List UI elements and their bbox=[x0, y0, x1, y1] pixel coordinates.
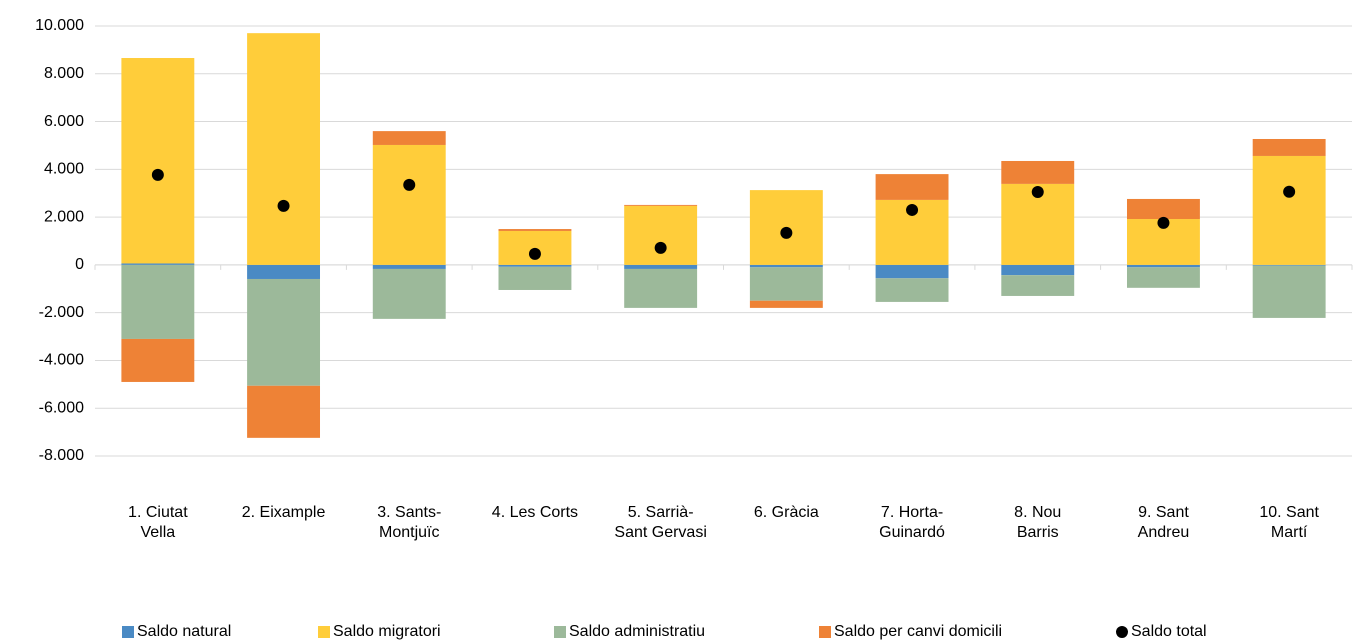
y-tick-label: 10.000 bbox=[35, 17, 84, 34]
bar-segment bbox=[121, 338, 195, 382]
y-tick-label: 6.000 bbox=[44, 113, 84, 130]
bar-segment bbox=[624, 204, 698, 206]
bar-segment bbox=[749, 264, 823, 268]
bar-segment bbox=[372, 268, 446, 319]
bar-segment bbox=[749, 300, 823, 308]
bar-segment bbox=[372, 144, 446, 265]
bar-segment bbox=[372, 264, 446, 269]
total-point bbox=[906, 203, 919, 216]
legend-marker bbox=[554, 626, 566, 638]
y-tick-label: 8.000 bbox=[44, 65, 84, 82]
legend-marker bbox=[819, 626, 831, 638]
x-tick-label: 4. Les Corts bbox=[491, 504, 579, 521]
y-tick-label: 0 bbox=[75, 256, 84, 273]
bar-segment bbox=[875, 174, 949, 200]
y-tick-label: 2.000 bbox=[44, 208, 84, 225]
bar-segment bbox=[1126, 198, 1200, 220]
total-point bbox=[1283, 185, 1296, 198]
bar-segment bbox=[875, 264, 949, 279]
bar-segment bbox=[498, 264, 572, 267]
total-point bbox=[403, 178, 416, 191]
bar-segment bbox=[1001, 160, 1075, 184]
legend-label: Saldo total bbox=[1131, 623, 1207, 640]
bar-segment bbox=[1001, 275, 1075, 296]
y-tick-label: -8.000 bbox=[39, 447, 84, 464]
x-tick-label: 1. Ciutat Vella bbox=[128, 504, 188, 541]
bar-segment bbox=[372, 131, 446, 145]
bar-segment bbox=[875, 278, 949, 302]
y-tick-label: -4.000 bbox=[39, 352, 84, 369]
bar-segment bbox=[1126, 264, 1200, 268]
bar-segment bbox=[247, 278, 321, 386]
total-point bbox=[151, 168, 164, 181]
x-tick-label: 10. Sant Martí bbox=[1259, 504, 1319, 541]
y-tick-label: -6.000 bbox=[39, 399, 84, 416]
bar-segment bbox=[624, 268, 698, 308]
bar-segment bbox=[1252, 264, 1326, 266]
total-point bbox=[1031, 186, 1044, 199]
total-point bbox=[1157, 216, 1170, 229]
x-tick-label: 3. Sants- Montjuïc bbox=[377, 504, 442, 541]
bar-segment bbox=[498, 266, 572, 290]
total-point bbox=[277, 199, 290, 212]
bar-segment bbox=[121, 263, 195, 265]
legend-label: Saldo natural bbox=[137, 623, 231, 640]
x-tick-label: 8. Nou Barris bbox=[1014, 504, 1062, 541]
bar-segment bbox=[624, 264, 698, 269]
bar-segment bbox=[121, 58, 195, 264]
legend-marker bbox=[122, 626, 134, 638]
total-point bbox=[528, 247, 541, 260]
legend-label: Saldo migratori bbox=[333, 623, 441, 640]
bar-segment bbox=[1252, 265, 1326, 318]
y-tick-label: 4.000 bbox=[44, 161, 84, 178]
bar-segment bbox=[1001, 264, 1075, 276]
total-point bbox=[654, 241, 667, 254]
y-tick-label: -2.000 bbox=[39, 304, 84, 321]
legend-label: Saldo administratiu bbox=[569, 623, 705, 640]
bar-segment bbox=[498, 229, 572, 231]
bar-segment bbox=[247, 33, 321, 265]
bar-segment bbox=[121, 264, 195, 339]
total-point bbox=[780, 226, 793, 239]
legend-marker bbox=[1116, 626, 1128, 638]
x-tick-label: 7. Horta- Guinardó bbox=[879, 504, 945, 541]
bar-segment bbox=[247, 385, 321, 438]
bar-segment bbox=[1126, 267, 1200, 288]
x-tick-label: 5. Sarrià- Sant Gervasi bbox=[614, 504, 707, 541]
x-tick-label: 6. Gràcia bbox=[753, 504, 819, 521]
x-tick-label: 2. Eixample bbox=[241, 504, 326, 521]
x-tick-label: 9. Sant Andreu bbox=[1137, 504, 1190, 541]
bar-segment bbox=[624, 205, 698, 265]
bar-segment bbox=[1252, 155, 1326, 265]
legend-marker bbox=[318, 626, 330, 638]
bar-segment bbox=[749, 267, 823, 301]
legend-label: Saldo per canvi domicili bbox=[834, 623, 1002, 640]
bar-segment bbox=[1252, 138, 1326, 156]
bar-segment bbox=[247, 264, 321, 279]
